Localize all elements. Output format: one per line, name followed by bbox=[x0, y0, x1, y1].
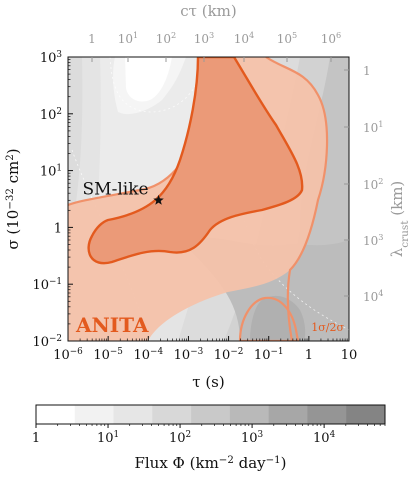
flux-band-8 bbox=[250, 295, 306, 341]
x-tick-label-7: 10 bbox=[341, 348, 358, 363]
colorbar-segment-4 bbox=[191, 405, 231, 424]
colorbar-segment-8 bbox=[346, 405, 386, 424]
plot-frame bbox=[67, 56, 350, 342]
x-tick-label-2: 10−4 bbox=[134, 347, 164, 363]
y-tick-label-2: 1 bbox=[54, 221, 62, 236]
flux-band-6 bbox=[125, 57, 172, 102]
right-axis-label: λcrust (km) bbox=[388, 181, 411, 258]
y-tick-label-0: 10−2 bbox=[32, 334, 62, 350]
y-tick-label-1: 10−1 bbox=[32, 277, 62, 293]
colorbar-segment-1 bbox=[74, 405, 115, 424]
flux-contour-line-0 bbox=[109, 57, 206, 113]
y-axis-label: σ (10−32 cm2) bbox=[4, 148, 22, 249]
experiment-label: ANITA bbox=[75, 313, 149, 337]
region-1sigma bbox=[87, 57, 304, 265]
x-tick-label-4: 10−2 bbox=[214, 347, 244, 363]
x-tick-label-5: 10−1 bbox=[254, 347, 284, 363]
x-tick-label-3: 10−3 bbox=[174, 347, 204, 363]
top-tick-label-4: 104 bbox=[234, 30, 254, 46]
top-tick-label-2: 102 bbox=[156, 30, 176, 46]
right-tick-label-2: 102 bbox=[363, 176, 383, 192]
top-tick-label-6: 106 bbox=[321, 30, 341, 46]
x-tick-label-1: 10−5 bbox=[93, 347, 123, 363]
x-axis-label: τ (s) bbox=[192, 373, 224, 391]
y-tick-label-3: 101 bbox=[40, 164, 62, 180]
right-tick-label-4: 104 bbox=[363, 288, 383, 304]
y-tick-label-4: 102 bbox=[40, 107, 62, 123]
colorbar-segment-0 bbox=[36, 405, 76, 424]
top-tick-label-0: 1 bbox=[88, 32, 96, 46]
colorbar-tick-label-4: 104 bbox=[313, 430, 336, 446]
top-axis-label: cτ (km) bbox=[180, 2, 236, 20]
colorbar-segment-6 bbox=[268, 405, 308, 424]
colorbar-tick-label-2: 102 bbox=[169, 430, 191, 446]
x-tick-label-6: 1 bbox=[305, 348, 313, 363]
top-tick-label-5: 105 bbox=[277, 30, 297, 46]
region-2sigma-edge-right bbox=[265, 57, 329, 341]
benchmark-star bbox=[153, 194, 164, 205]
colorbar-tick-label-0: 1 bbox=[32, 431, 40, 446]
right-tick-label-1: 101 bbox=[363, 119, 383, 135]
x-tick-label-0: 10−6 bbox=[53, 347, 83, 363]
colorbar-segment-7 bbox=[307, 405, 347, 424]
colorbar-segment-3 bbox=[152, 405, 192, 424]
benchmark-label: SM-like bbox=[83, 179, 149, 199]
region-legend-label: 1σ/2σ bbox=[311, 321, 344, 334]
colorbar-tick-label-1: 101 bbox=[97, 430, 119, 446]
top-tick-label-1: 101 bbox=[118, 30, 138, 46]
top-tick-label-3: 103 bbox=[194, 30, 214, 46]
colorbar-segment-5 bbox=[229, 405, 270, 424]
right-tick-label-0: 1 bbox=[363, 64, 371, 78]
colorbar-segment-2 bbox=[113, 405, 153, 424]
colorbar-frame bbox=[35, 404, 386, 425]
right-tick-label-3: 103 bbox=[363, 232, 383, 248]
region-2sigma-island bbox=[238, 296, 300, 341]
colorbar-tick-label-3: 103 bbox=[241, 430, 263, 446]
colorbar-label: Flux Φ (km−2 day−1) bbox=[134, 454, 286, 472]
y-tick-label-5: 103 bbox=[40, 50, 62, 66]
